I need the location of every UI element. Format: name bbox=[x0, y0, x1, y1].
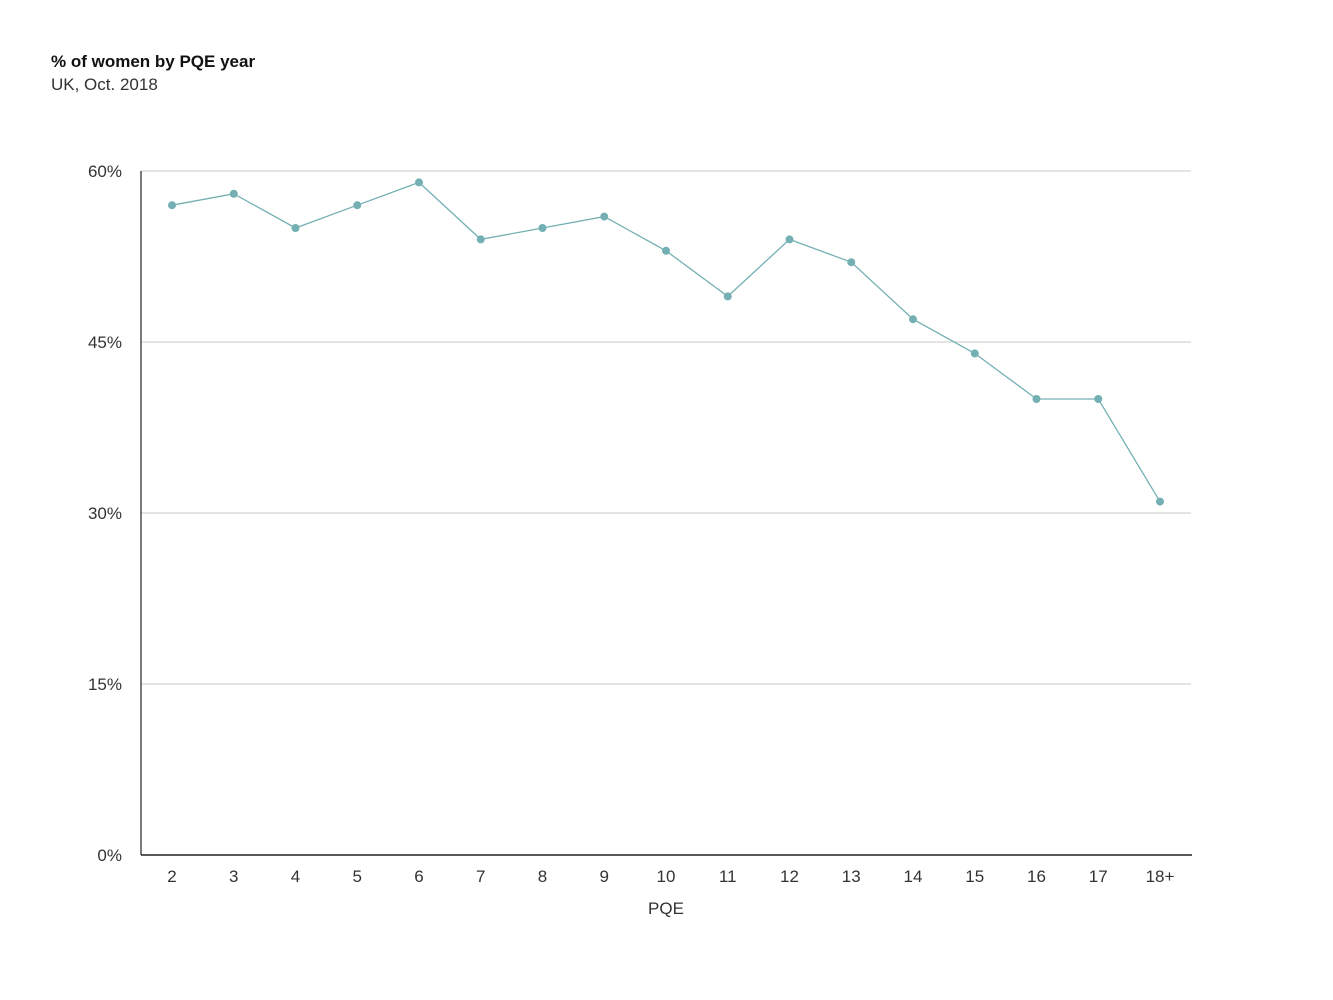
data-point bbox=[291, 224, 300, 232]
y-tick-label: 45% bbox=[88, 333, 122, 352]
x-tick-label: 17 bbox=[1089, 867, 1108, 886]
y-tick-label: 0% bbox=[97, 846, 122, 865]
data-point bbox=[1156, 497, 1164, 506]
x-tick-label: 12 bbox=[780, 867, 799, 886]
gridlines bbox=[141, 170, 1191, 685]
y-tick-label: 15% bbox=[88, 675, 122, 694]
x-tick-label: 6 bbox=[414, 867, 423, 886]
data-point bbox=[600, 212, 609, 221]
x-tick-labels: 2 3 4 5 6 7 8 9 10 11 12 13 14 15 16 17 18+ bbox=[167, 867, 1174, 886]
y-tick-label: 60% bbox=[88, 162, 122, 181]
axes bbox=[140, 171, 1192, 856]
y-tick-label: 30% bbox=[88, 504, 122, 523]
data-point bbox=[353, 201, 362, 210]
series bbox=[168, 178, 1164, 506]
data-point bbox=[723, 292, 732, 301]
x-tick-label: 15 bbox=[965, 867, 984, 886]
x-tick-label: 8 bbox=[538, 867, 547, 886]
x-tick-label: 14 bbox=[904, 867, 923, 886]
data-point bbox=[476, 235, 485, 244]
data-point bbox=[1094, 395, 1103, 403]
x-tick-label: 9 bbox=[600, 867, 609, 886]
x-tick-label: 10 bbox=[657, 867, 676, 886]
x-tick-label: 3 bbox=[229, 867, 238, 886]
data-point bbox=[662, 246, 670, 255]
data-point bbox=[1032, 395, 1041, 403]
x-tick-label: 2 bbox=[167, 867, 176, 886]
data-point bbox=[229, 189, 238, 198]
data-point bbox=[785, 235, 794, 244]
x-tick-label: 7 bbox=[476, 867, 485, 886]
data-point bbox=[909, 315, 917, 324]
x-tick-label: 16 bbox=[1027, 867, 1046, 886]
y-tick-labels: 0% 15% 30% 45% 60% bbox=[88, 162, 122, 865]
chart-subtitle: UK, Oct. 2018 bbox=[51, 75, 158, 94]
data-point bbox=[970, 349, 979, 358]
x-axis-label: PQE bbox=[648, 899, 684, 918]
chart-title: % of women by PQE year bbox=[51, 52, 256, 71]
x-tick-label: 4 bbox=[291, 867, 300, 886]
x-tick-label: 5 bbox=[353, 867, 362, 886]
x-tick-label: 11 bbox=[719, 867, 737, 886]
data-point bbox=[168, 201, 176, 210]
data-point bbox=[415, 178, 423, 187]
data-point bbox=[538, 224, 547, 232]
x-tick-label: 13 bbox=[842, 867, 861, 886]
x-tick-label: 18+ bbox=[1146, 867, 1175, 886]
data-point bbox=[847, 258, 856, 267]
